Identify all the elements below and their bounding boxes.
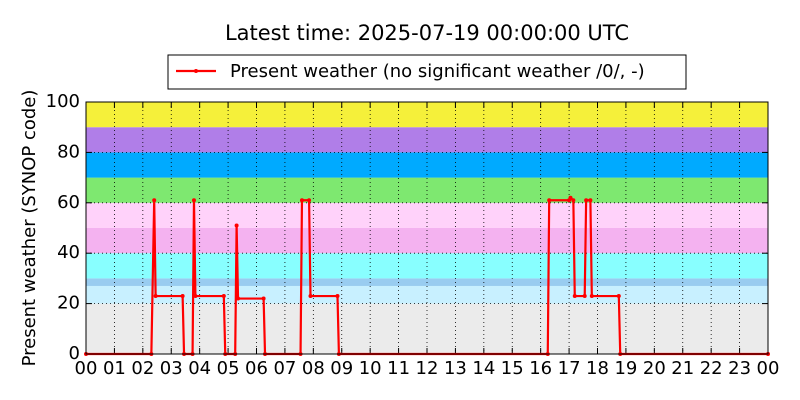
x-tick-label: 13 <box>444 358 467 379</box>
y-axis-label: Present weather (SYNOP code) <box>19 90 40 367</box>
x-tick-label: 00 <box>757 358 780 379</box>
x-tick-label: 22 <box>700 358 723 379</box>
legend-box <box>167 54 687 90</box>
x-tick-label: 14 <box>472 358 495 379</box>
y-tick-label: 80 <box>57 141 80 162</box>
point <box>571 198 576 203</box>
background-band <box>86 152 768 178</box>
x-tick-label: 12 <box>416 358 439 379</box>
point <box>152 198 157 203</box>
y-tick-label: 20 <box>57 293 80 314</box>
point <box>153 294 158 299</box>
y-tick-label: 60 <box>57 192 80 213</box>
point <box>547 198 552 203</box>
x-tick-label: 17 <box>558 358 581 379</box>
point <box>588 198 593 203</box>
point <box>261 296 266 301</box>
point <box>307 198 312 203</box>
x-tick-label: 21 <box>671 358 694 379</box>
point <box>572 294 577 299</box>
x-tick-label: 02 <box>131 358 154 379</box>
x-tick-label: 10 <box>359 358 382 379</box>
legend-label: Present weather (no significant weather … <box>230 61 645 82</box>
x-tick-label: 18 <box>586 358 609 379</box>
point <box>191 198 196 203</box>
y-tick-label: 40 <box>57 242 80 263</box>
y-tick-label: 0 <box>69 343 80 364</box>
point <box>582 294 587 299</box>
x-tick-label: 08 <box>302 358 325 379</box>
y-tick-label: 100 <box>46 91 80 112</box>
background-band <box>86 127 768 153</box>
x-tick-label: 01 <box>103 358 126 379</box>
point <box>221 294 226 299</box>
x-tick-label: 20 <box>643 358 666 379</box>
x-tick-label: 16 <box>529 358 552 379</box>
x-tick-label: 00 <box>75 358 98 379</box>
x-tick-label: 15 <box>501 358 524 379</box>
point <box>234 223 239 228</box>
point <box>568 195 573 200</box>
x-tick-label: 09 <box>330 358 353 379</box>
point <box>335 294 340 299</box>
point <box>308 294 313 299</box>
plot-frame <box>85 101 769 355</box>
x-tick-label: 03 <box>160 358 183 379</box>
point <box>589 294 594 299</box>
x-tick-label: 23 <box>728 358 751 379</box>
point <box>236 296 241 301</box>
background-band <box>86 303 768 354</box>
point <box>616 294 621 299</box>
point <box>180 294 185 299</box>
point <box>193 294 198 299</box>
x-tick-label: 05 <box>217 358 240 379</box>
x-tick-label: 04 <box>188 358 211 379</box>
chart-title: Latest time: 2025-07-19 00:00:00 UTC <box>225 21 629 45</box>
x-tick-label: 19 <box>614 358 637 379</box>
point <box>299 198 304 203</box>
legend-marker <box>194 69 198 73</box>
point <box>584 198 589 203</box>
x-tick-label: 07 <box>273 358 296 379</box>
x-tick-label: 06 <box>245 358 268 379</box>
background-band <box>86 228 768 254</box>
x-tick-label: 11 <box>387 358 410 379</box>
